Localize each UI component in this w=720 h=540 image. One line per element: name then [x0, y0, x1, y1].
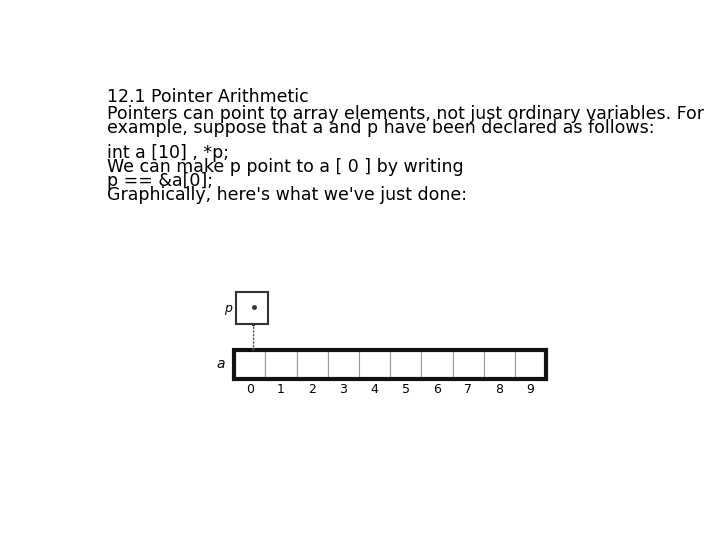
Text: a: a [217, 357, 225, 372]
Text: 3: 3 [339, 383, 347, 396]
Text: 1: 1 [277, 383, 285, 396]
Bar [266, 350, 297, 379]
Text: 9: 9 [526, 383, 534, 396]
Text: We can make p point to a [ 0 ] by writing: We can make p point to a [ 0 ] by writin… [107, 158, 464, 176]
Bar [453, 350, 484, 379]
Text: 4: 4 [371, 383, 379, 396]
Bar [421, 350, 453, 379]
Bar [515, 350, 546, 379]
Bar [234, 350, 266, 379]
Text: p == &a[0];: p == &a[0]; [107, 172, 213, 190]
Text: p: p [224, 302, 232, 315]
Bar [252, 348, 255, 351]
Text: 5: 5 [402, 383, 410, 396]
Text: Graphically, here's what we've just done:: Graphically, here's what we've just done… [107, 186, 467, 204]
Bar [390, 350, 421, 379]
Text: 6: 6 [433, 383, 441, 396]
Bar [234, 350, 546, 379]
Text: int a [10] , *p;: int a [10] , *p; [107, 144, 229, 162]
Text: 0: 0 [246, 383, 254, 396]
Bar [328, 350, 359, 379]
Text: 8: 8 [495, 383, 503, 396]
Bar [235, 292, 268, 325]
Bar [252, 323, 255, 326]
Text: example, suppose that a and p have been declared as follows:: example, suppose that a and p have been … [107, 119, 654, 137]
Bar [484, 350, 515, 379]
Bar [359, 350, 390, 379]
Text: Pointers can point to array elements, not just ordinary variables. For: Pointers can point to array elements, no… [107, 105, 704, 123]
Text: 7: 7 [464, 383, 472, 396]
Bar [297, 350, 328, 379]
Text: 12.1 Pointer Arithmetic: 12.1 Pointer Arithmetic [107, 88, 309, 106]
Text: 2: 2 [308, 383, 316, 396]
